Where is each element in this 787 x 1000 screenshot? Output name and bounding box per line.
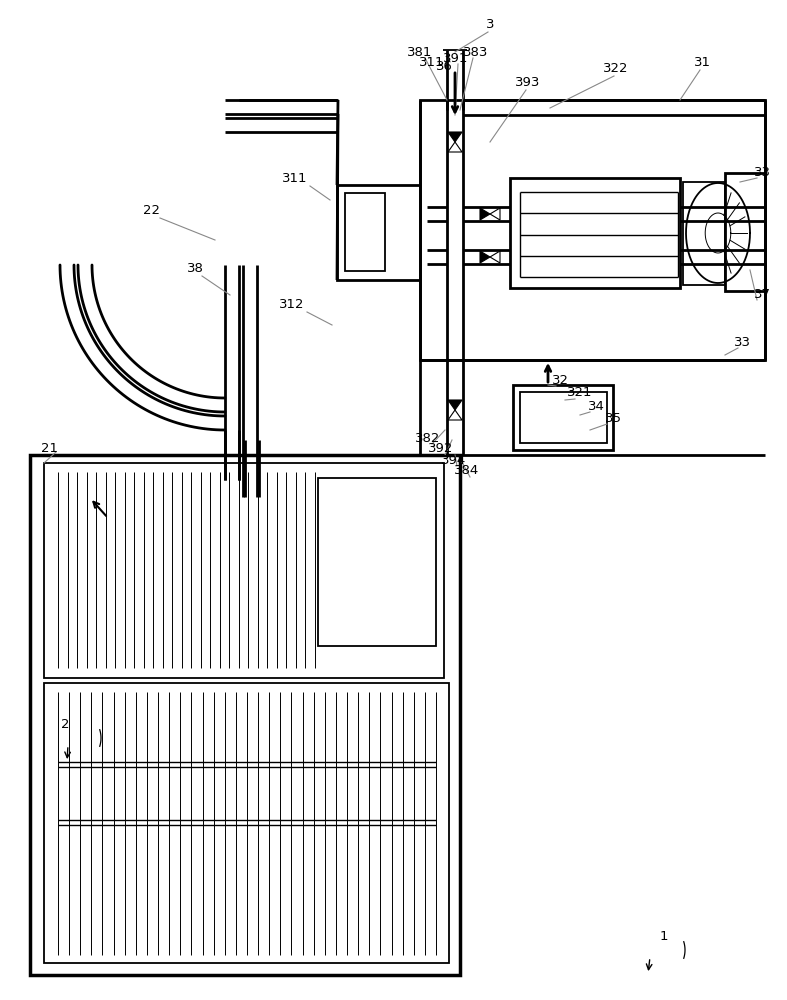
Text: 311: 311 bbox=[283, 172, 308, 184]
Text: 312: 312 bbox=[279, 298, 305, 312]
Polygon shape bbox=[448, 410, 462, 420]
Polygon shape bbox=[448, 142, 462, 152]
Bar bbox=[30, 455, 460, 975]
Polygon shape bbox=[480, 208, 490, 220]
Bar bbox=[44, 463, 444, 678]
Bar bbox=[510, 178, 680, 288]
Bar bbox=[520, 392, 607, 443]
Text: 381: 381 bbox=[408, 45, 433, 58]
Text: 391: 391 bbox=[443, 51, 469, 64]
Polygon shape bbox=[480, 251, 490, 263]
Polygon shape bbox=[490, 208, 500, 220]
Text: 34: 34 bbox=[588, 399, 604, 412]
Text: 37: 37 bbox=[753, 288, 770, 302]
Bar bbox=[337, 185, 427, 280]
Bar bbox=[44, 683, 449, 963]
Text: 33: 33 bbox=[733, 336, 751, 349]
Text: 32: 32 bbox=[552, 373, 568, 386]
Text: 382: 382 bbox=[416, 432, 441, 444]
Text: 322: 322 bbox=[604, 62, 629, 75]
Text: 3: 3 bbox=[486, 18, 494, 31]
Text: 21: 21 bbox=[42, 442, 58, 454]
Text: 35: 35 bbox=[604, 412, 622, 424]
Text: 394: 394 bbox=[442, 454, 467, 466]
Bar bbox=[420, 100, 765, 360]
Bar bbox=[683, 182, 725, 285]
Text: 383: 383 bbox=[464, 45, 489, 58]
Text: 393: 393 bbox=[515, 76, 541, 89]
Text: 321: 321 bbox=[567, 386, 593, 399]
Text: 384: 384 bbox=[454, 464, 479, 478]
Bar bbox=[513, 385, 613, 450]
Text: 22: 22 bbox=[143, 204, 161, 217]
Text: 311: 311 bbox=[419, 55, 445, 68]
Text: 2: 2 bbox=[61, 718, 69, 730]
Text: 33: 33 bbox=[753, 165, 770, 178]
Text: 36: 36 bbox=[435, 60, 453, 73]
Polygon shape bbox=[490, 251, 500, 263]
Bar bbox=[725, 173, 765, 291]
Polygon shape bbox=[448, 400, 462, 410]
Bar bbox=[345, 193, 385, 271]
Bar bbox=[318, 478, 436, 646]
Text: 31: 31 bbox=[693, 55, 711, 68]
Polygon shape bbox=[448, 132, 462, 142]
Text: 1: 1 bbox=[660, 930, 668, 942]
Text: 392: 392 bbox=[428, 442, 453, 456]
Text: 38: 38 bbox=[187, 261, 203, 274]
